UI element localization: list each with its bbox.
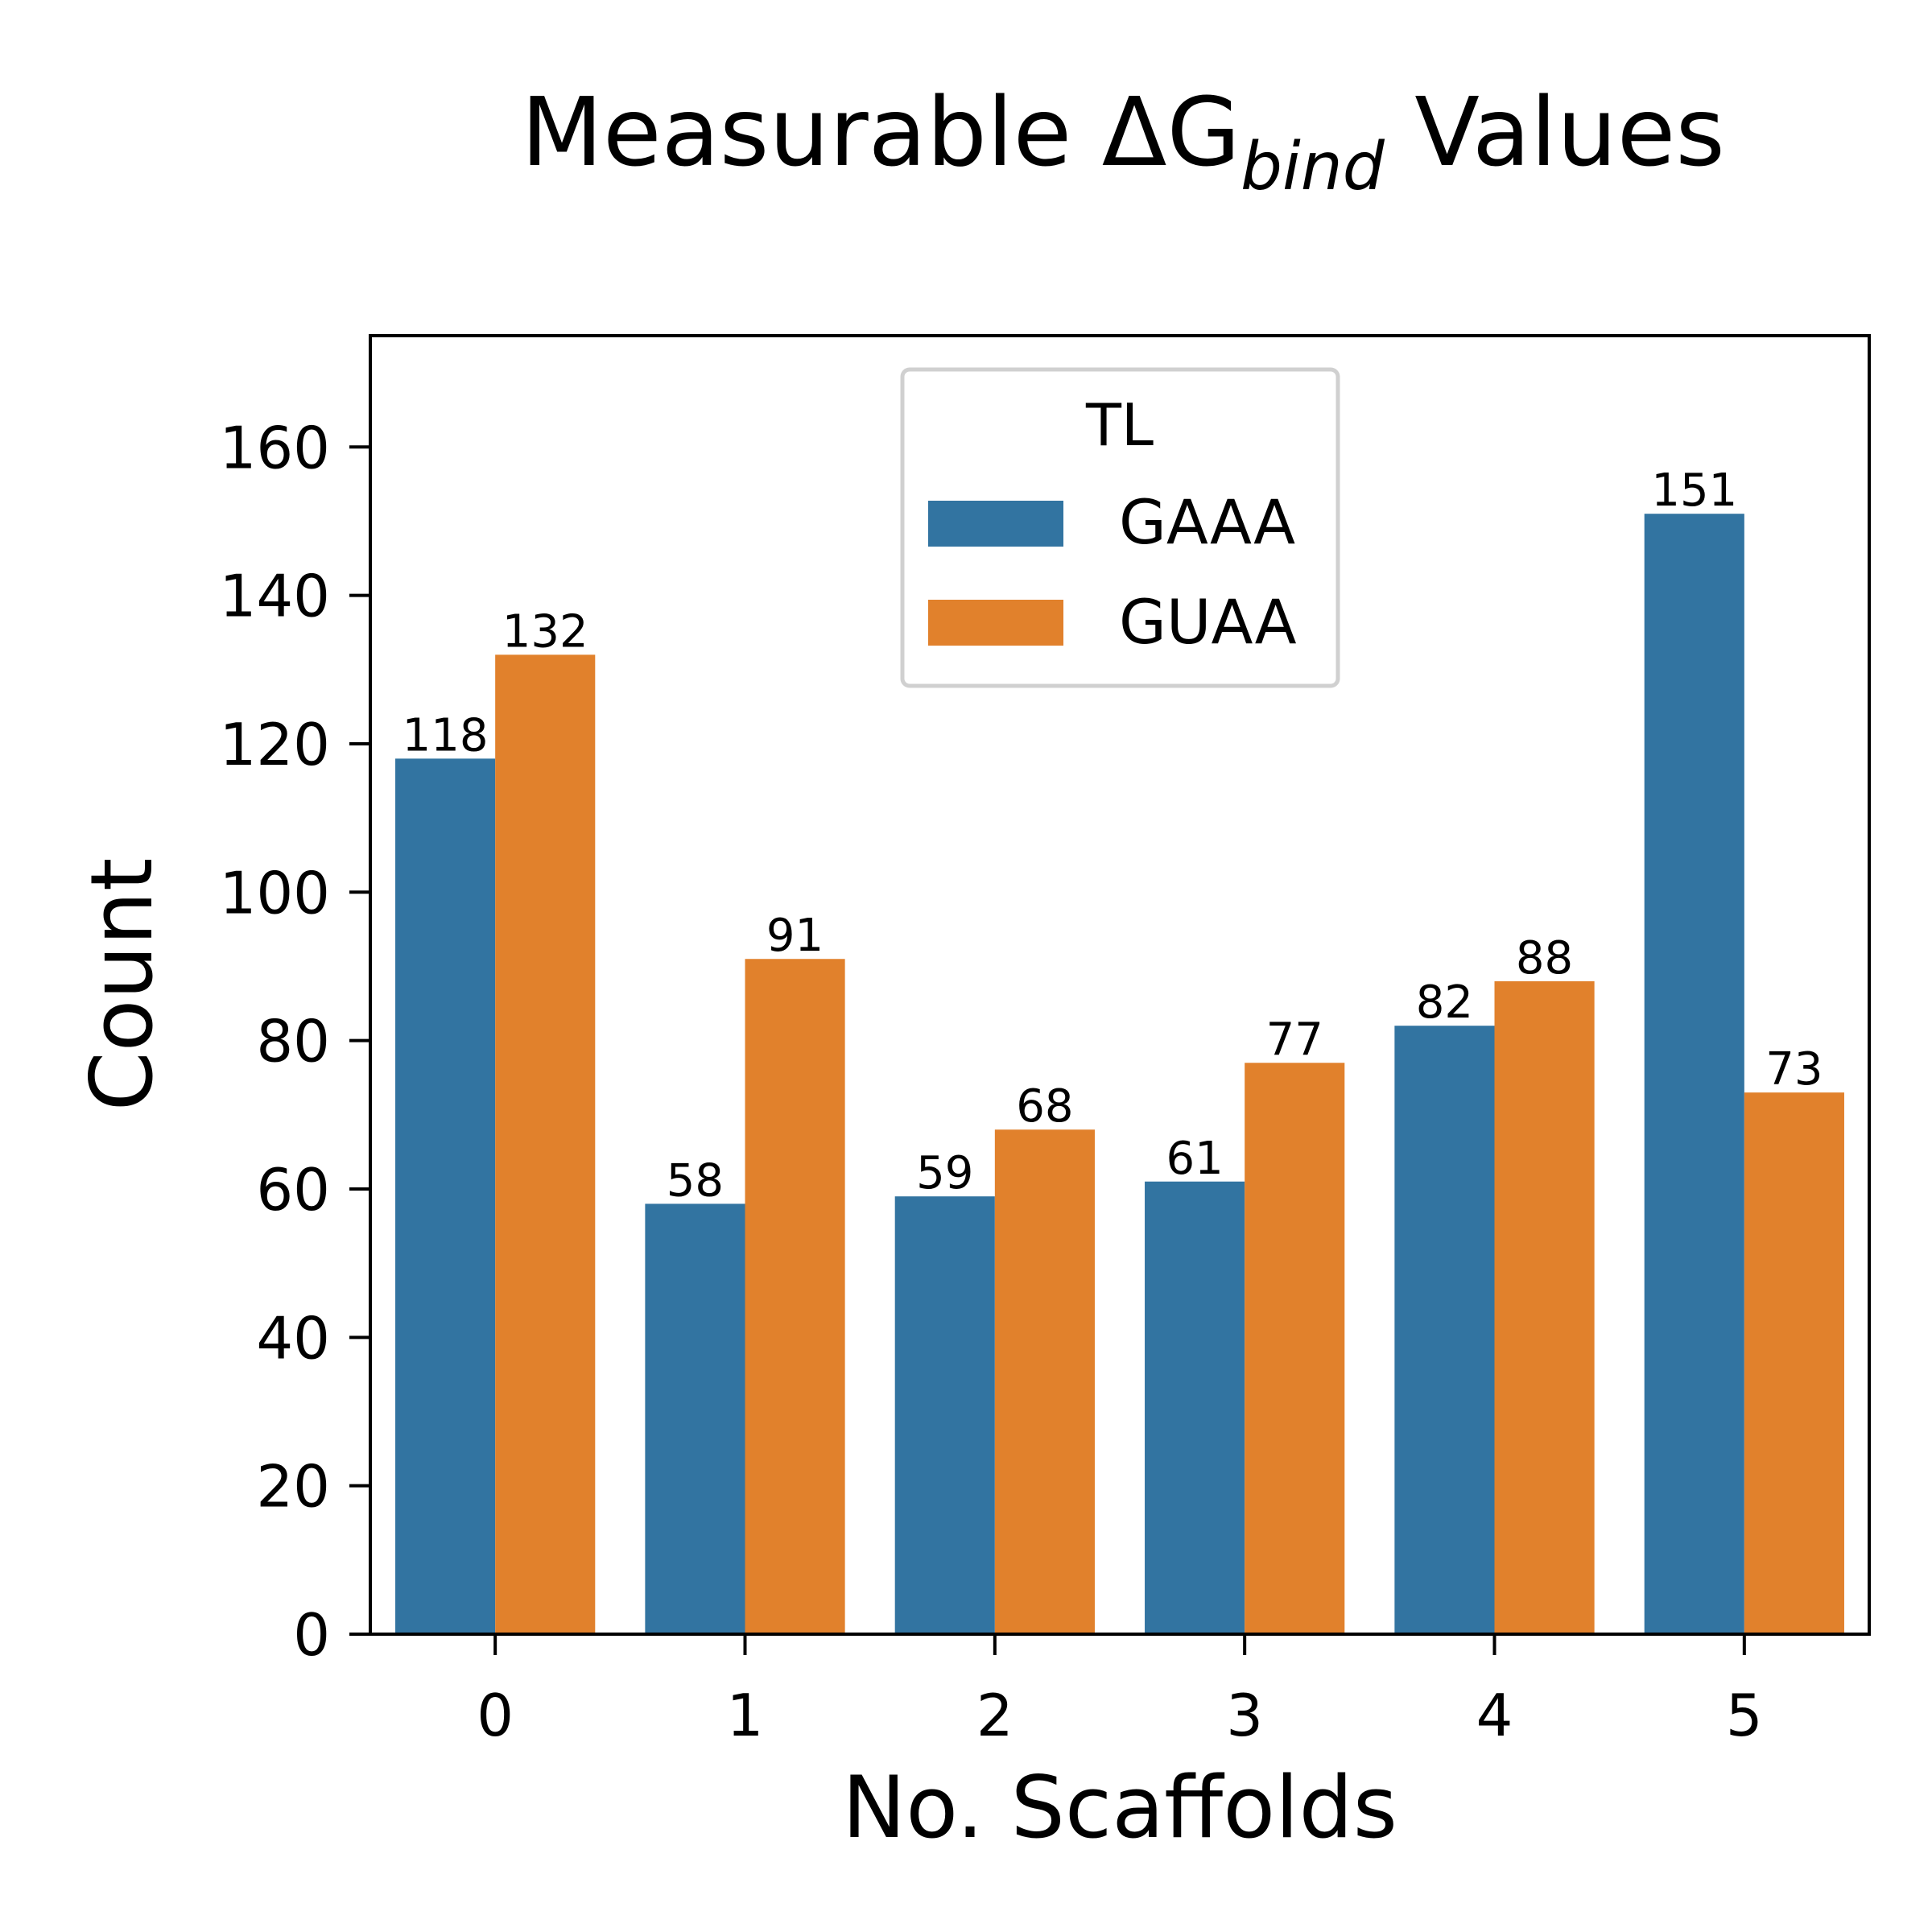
legend-label-gaaa: GAAA <box>1119 486 1295 558</box>
legend: TL GAAA GUAA <box>900 367 1340 688</box>
bar-guaa-4 <box>1494 980 1595 1634</box>
y-tick-label: 160 <box>220 414 330 481</box>
y-tick-label: 0 <box>293 1601 330 1669</box>
bar-value-label-gaaa-4: 82 <box>1416 976 1473 1029</box>
bar-gaaa-2 <box>894 1196 995 1634</box>
bar-value-label-guaa-0: 132 <box>502 605 588 658</box>
bar-guaa-3 <box>1245 1063 1345 1634</box>
y-tick-label: 140 <box>220 563 330 630</box>
bar-value-label-gaaa-5: 151 <box>1651 464 1737 517</box>
bar-guaa-5 <box>1744 1092 1844 1634</box>
bar-value-label-gaaa-1: 58 <box>667 1154 724 1207</box>
y-tick-label: 80 <box>256 1008 330 1075</box>
bar-value-label-gaaa-0: 118 <box>402 709 489 762</box>
bar-value-label-guaa-3: 77 <box>1266 1013 1323 1066</box>
x-tick-label: 0 <box>477 1682 514 1749</box>
bar-gaaa-1 <box>645 1203 745 1634</box>
x-axis: 0 1 2 3 4 5 <box>477 1634 1763 1749</box>
x-tick-label: 3 <box>1226 1682 1263 1749</box>
y-tick-label: 120 <box>220 711 330 778</box>
bar-value-label-gaaa-2: 59 <box>916 1147 973 1199</box>
chart-title-main: Measurable ΔG <box>521 76 1241 188</box>
x-tick-label: 5 <box>1726 1682 1763 1749</box>
bar-value-label-gaaa-3: 61 <box>1166 1133 1223 1185</box>
y-tick-label: 100 <box>220 859 330 927</box>
bar-gaaa-4 <box>1394 1026 1495 1634</box>
bars-group <box>395 514 1844 1634</box>
bar-guaa-1 <box>745 959 845 1634</box>
bar-value-label-guaa-5: 73 <box>1765 1043 1823 1096</box>
y-axis: 0 20 40 60 80 100 120 140 160 <box>220 414 370 1669</box>
plot-frame <box>369 334 1871 1636</box>
chart-title-tail: Values <box>1385 76 1725 188</box>
legend-label-guaa: GUAA <box>1119 586 1297 658</box>
bar-value-label-guaa-2: 68 <box>1016 1080 1073 1133</box>
legend-title: TL <box>1085 391 1154 459</box>
chart-title: Measurable ΔGbind Values <box>521 76 1725 205</box>
y-tick-label: 60 <box>256 1156 330 1224</box>
legend-swatch-guaa <box>928 600 1063 646</box>
y-tick-label: 40 <box>256 1304 330 1372</box>
bar-value-label-guaa-4: 88 <box>1516 932 1573 985</box>
bar-gaaa-0 <box>395 758 496 1634</box>
chart-title-subscript: bind <box>1241 129 1385 205</box>
y-axis-label: Count <box>72 858 171 1112</box>
bar-gaaa-3 <box>1145 1181 1245 1634</box>
bar-value-label-guaa-1: 91 <box>766 910 824 962</box>
bar-guaa-2 <box>994 1129 1095 1634</box>
bar-guaa-0 <box>495 654 596 1634</box>
legend-swatch-gaaa <box>928 501 1063 547</box>
x-axis-label: No. Scaffolds <box>842 1758 1397 1857</box>
x-tick-label: 2 <box>976 1682 1013 1749</box>
y-tick-label: 20 <box>256 1453 330 1521</box>
bar-gaaa-5 <box>1644 514 1744 1634</box>
x-tick-label: 1 <box>727 1682 764 1749</box>
x-tick-label: 4 <box>1476 1682 1513 1749</box>
